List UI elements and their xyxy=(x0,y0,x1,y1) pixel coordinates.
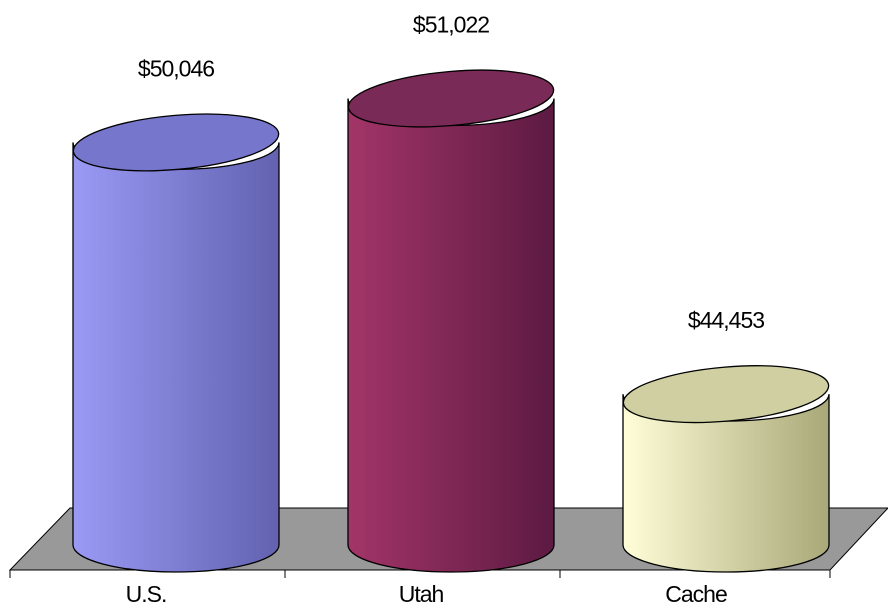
value-label: $44,453 xyxy=(688,307,764,333)
bar-top xyxy=(72,113,280,172)
x-tick-label: U.S. xyxy=(126,581,167,607)
value-label: $50,046 xyxy=(138,56,214,82)
bar-top xyxy=(622,365,830,424)
bar xyxy=(347,98,555,573)
bar xyxy=(72,142,280,573)
value-label: $51,022 xyxy=(413,12,489,38)
x-tick-label: Utah xyxy=(399,581,444,607)
x-tick-label: Cache xyxy=(665,581,727,607)
bar-top xyxy=(347,69,555,128)
